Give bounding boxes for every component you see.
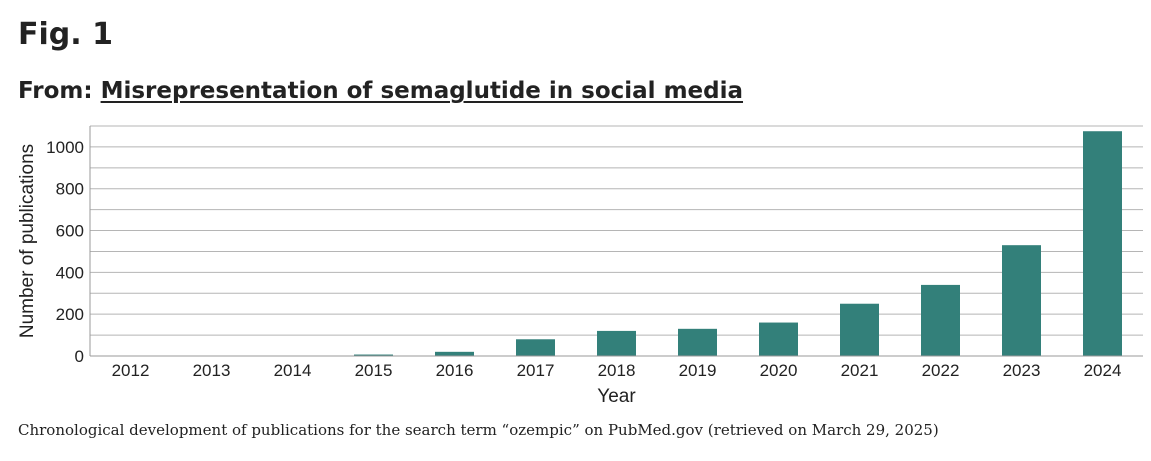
y-axis-title: Number of publications xyxy=(17,144,38,338)
y-tick-label: 600 xyxy=(56,222,84,241)
article-title-link[interactable]: Misrepresentation of semaglutide in soci… xyxy=(100,78,744,104)
from-prefix: From: xyxy=(18,78,93,104)
x-tick-label: 2016 xyxy=(436,361,474,380)
bar-2017 xyxy=(516,339,555,356)
x-tick-label: 2015 xyxy=(355,361,393,380)
figure-source-line: From: Misrepresentation of semaglutide i… xyxy=(18,78,743,106)
y-tick-label: 800 xyxy=(56,180,84,199)
x-tick-label: 2023 xyxy=(1003,361,1041,380)
bar-2023 xyxy=(1002,245,1041,356)
bar-2024 xyxy=(1083,131,1122,356)
x-tick-label: 2018 xyxy=(598,361,636,380)
y-tick-label: 0 xyxy=(75,347,84,366)
bar-2022 xyxy=(921,284,960,356)
y-tick-label: 400 xyxy=(56,263,84,282)
x-tick-label: 2024 xyxy=(1084,361,1122,380)
axes xyxy=(89,126,1143,357)
bar-2016 xyxy=(435,351,474,356)
bar-2018 xyxy=(597,330,636,356)
x-tick-label: 2021 xyxy=(841,361,879,380)
x-tick-label: 2013 xyxy=(193,361,231,380)
x-axis-title: Year xyxy=(597,386,636,407)
x-tick-label: 2017 xyxy=(517,361,555,380)
bar-2015 xyxy=(354,354,393,356)
bar-2019 xyxy=(678,328,717,356)
x-tick-label: 2020 xyxy=(760,361,798,380)
y-tick-label: 200 xyxy=(56,305,84,324)
figure-label: Fig. 1 xyxy=(18,17,113,52)
x-tick-label: 2012 xyxy=(112,361,150,380)
bars xyxy=(273,131,1122,356)
bar-2020 xyxy=(759,322,798,356)
y-tick-label: 1000 xyxy=(46,138,84,157)
x-tick-label: 2019 xyxy=(679,361,717,380)
figure-caption: Chronological development of publication… xyxy=(18,421,939,439)
y-tick-labels: 0 200 400 600 800 1000 xyxy=(46,138,84,366)
grid-lines xyxy=(90,125,1143,357)
bar-2021 xyxy=(840,303,879,356)
x-tick-label: 2022 xyxy=(922,361,960,380)
x-tick-labels: 2012 2013 2014 2015 2016 2017 2018 2019 2020 2021… xyxy=(112,361,1122,380)
x-tick-label: 2014 xyxy=(274,361,312,380)
